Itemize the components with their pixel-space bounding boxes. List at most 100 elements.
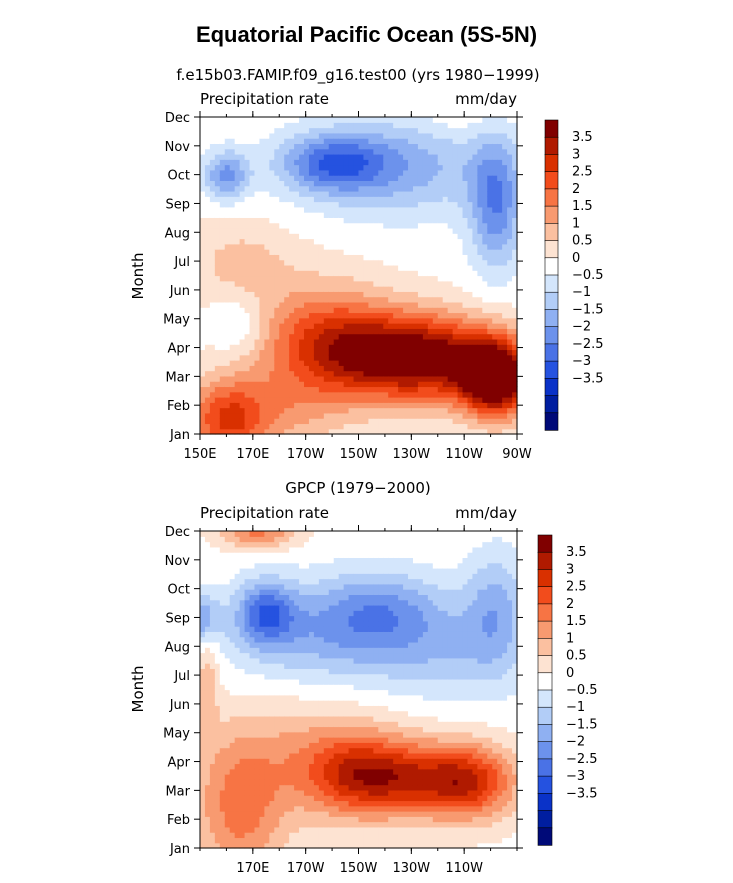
heatmap-cell bbox=[398, 127, 404, 134]
heatmap-cell bbox=[209, 800, 216, 807]
heatmap-cell bbox=[284, 344, 290, 351]
heatmap-cell bbox=[417, 122, 424, 129]
heatmap-cell bbox=[388, 132, 394, 139]
heatmap-cell bbox=[284, 821, 290, 828]
heatmap-cell bbox=[502, 418, 508, 425]
heatmap-cell bbox=[343, 365, 350, 372]
heatmap-cell bbox=[343, 243, 350, 250]
heatmap-cell bbox=[299, 386, 305, 393]
heatmap-cell bbox=[269, 259, 275, 266]
heatmap-cell bbox=[204, 264, 211, 271]
heatmap-cell bbox=[254, 286, 261, 292]
heatmap-cell bbox=[274, 391, 280, 398]
heatmap-cell bbox=[422, 354, 429, 361]
heatmap-cell bbox=[368, 354, 374, 361]
heatmap-cell bbox=[209, 557, 216, 564]
heatmap-cell bbox=[279, 710, 285, 717]
heatmap-cell bbox=[403, 301, 409, 308]
left-label: Precipitation rate bbox=[200, 504, 329, 522]
heatmap-cell bbox=[274, 610, 280, 617]
heatmap-cell bbox=[512, 418, 518, 425]
heatmap-cell bbox=[482, 201, 488, 208]
heatmap-cell bbox=[358, 138, 365, 145]
heatmap-cell bbox=[507, 270, 513, 277]
heatmap-cell bbox=[224, 795, 231, 802]
heatmap-cell bbox=[269, 663, 275, 669]
heatmap-cell bbox=[219, 731, 226, 738]
heatmap-cell bbox=[279, 122, 285, 129]
heatmap-cell bbox=[502, 386, 508, 393]
heatmap-cell bbox=[467, 312, 474, 319]
heatmap-cell bbox=[492, 354, 498, 361]
heatmap-cell bbox=[229, 428, 236, 435]
heatmap-cell bbox=[502, 317, 508, 324]
heatmap-cell bbox=[363, 206, 369, 213]
heatmap-cell bbox=[427, 159, 434, 166]
heatmap-cell bbox=[249, 169, 256, 176]
heatmap-cell bbox=[274, 307, 280, 314]
heatmap-cell bbox=[467, 296, 474, 303]
heatmap-cell bbox=[224, 774, 231, 780]
heatmap-cell bbox=[274, 805, 280, 812]
heatmap-cell bbox=[462, 206, 469, 213]
heatmap-cell bbox=[284, 816, 290, 823]
heatmap-cell bbox=[373, 217, 379, 224]
heatmap-cell bbox=[432, 423, 439, 430]
heatmap-cell bbox=[408, 275, 414, 282]
heatmap-cell bbox=[204, 610, 211, 617]
heatmap-cell bbox=[492, 259, 498, 266]
heatmap-cell bbox=[254, 301, 261, 308]
heatmap-cell bbox=[249, 726, 256, 733]
heatmap-cell bbox=[308, 418, 315, 425]
heatmap-cell bbox=[412, 280, 419, 287]
heatmap-cell bbox=[388, 185, 394, 192]
heatmap-cell bbox=[323, 180, 330, 187]
heatmap-cell bbox=[229, 620, 236, 627]
heatmap-cell bbox=[224, 657, 231, 664]
heatmap-cell bbox=[378, 402, 384, 409]
heatmap-cell bbox=[353, 190, 360, 197]
heatmap-cell bbox=[279, 837, 285, 844]
heatmap-cell bbox=[214, 705, 221, 712]
heatmap-cell bbox=[249, 375, 256, 382]
heatmap-cell bbox=[304, 122, 310, 129]
heatmap-cell bbox=[219, 752, 226, 759]
heatmap-cell bbox=[358, 196, 365, 203]
heatmap-cell bbox=[497, 391, 503, 398]
heatmap-cell bbox=[308, 264, 315, 271]
heatmap-cell bbox=[507, 381, 513, 388]
heatmap-cell bbox=[219, 212, 226, 218]
heatmap-cell bbox=[408, 249, 414, 255]
heatmap-cell bbox=[254, 259, 261, 266]
heatmap-cell bbox=[507, 132, 513, 139]
heatmap-cell bbox=[353, 349, 360, 356]
heatmap-cell bbox=[234, 307, 241, 314]
heatmap-cell bbox=[422, 196, 429, 203]
heatmap-cell bbox=[244, 615, 251, 622]
heatmap-cell bbox=[209, 317, 216, 324]
heatmap-cell bbox=[204, 365, 211, 372]
heatmap-cell bbox=[239, 557, 246, 564]
heatmap-cell bbox=[333, 243, 340, 250]
heatmap-cell bbox=[249, 196, 256, 203]
heatmap-cell bbox=[502, 254, 508, 261]
heatmap-cell bbox=[368, 360, 374, 366]
heatmap-cell bbox=[200, 737, 206, 743]
heatmap-cell bbox=[403, 175, 409, 181]
heatmap-cell bbox=[229, 307, 236, 314]
heatmap-cell bbox=[224, 412, 231, 419]
heatmap-cell bbox=[254, 573, 261, 580]
heatmap-cell bbox=[343, 312, 350, 319]
heatmap-cell bbox=[512, 238, 518, 245]
heatmap-cell bbox=[204, 589, 211, 595]
heatmap-cell bbox=[259, 821, 265, 828]
heatmap-cell bbox=[442, 381, 449, 388]
heatmap-cell bbox=[229, 816, 236, 823]
heatmap-cell bbox=[343, 317, 350, 324]
heatmap-cell bbox=[214, 541, 221, 548]
heatmap-cell bbox=[427, 127, 434, 134]
heatmap-cell bbox=[403, 370, 409, 377]
heatmap-cell bbox=[259, 418, 265, 425]
heatmap-cell bbox=[507, 296, 513, 303]
heatmap-cell bbox=[313, 264, 320, 271]
